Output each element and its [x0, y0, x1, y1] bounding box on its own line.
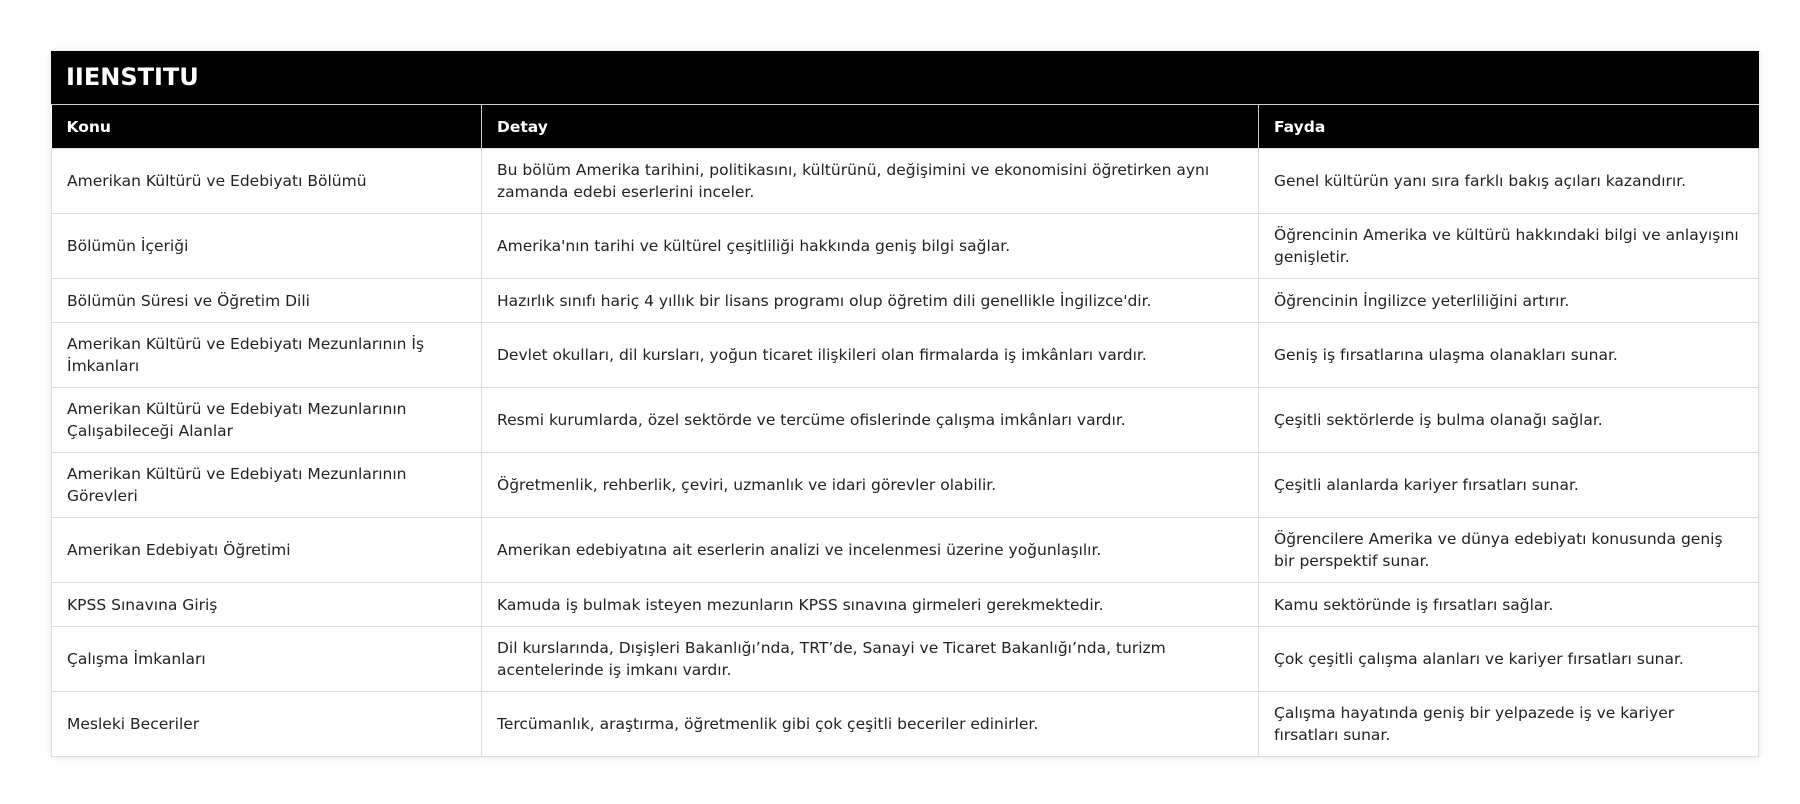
cell-konu: Bölümün İçeriği: [51, 213, 482, 279]
cell-detay: Hazırlık sınıfı hariç 4 yıllık bir lisan…: [481, 278, 1259, 323]
cell-detay: Kamuda iş bulmak isteyen mezunların KPSS…: [481, 582, 1259, 627]
cell-fayda: Çeşitli alanlarda kariyer fırsatları sun…: [1258, 452, 1759, 518]
column-header-konu: Konu: [51, 105, 482, 149]
cell-detay: Öğretmenlik, rehberlik, çeviri, uzmanlık…: [481, 452, 1259, 518]
table-row: Amerikan Kültürü ve Edebiyatı Mezunların…: [51, 452, 1759, 518]
table-row: Amerikan Edebiyatı Öğretimi Amerikan edeb…: [51, 517, 1759, 583]
cell-konu: KPSS Sınavına Giriş: [51, 582, 482, 627]
info-table-container: IIENSTITU Konu Detay Fayda Amerikan Kült…: [51, 51, 1759, 757]
cell-konu: Amerikan Kültürü ve Edebiyatı Mezunların…: [51, 322, 482, 388]
cell-konu: Amerikan Edebiyatı Öğretimi: [51, 517, 482, 583]
cell-konu: Amerikan Kültürü ve Edebiyatı Bölümü: [51, 148, 482, 214]
cell-fayda: Çeşitli sektörlerde iş bulma olanağı sağ…: [1258, 387, 1759, 453]
cell-detay: Dil kurslarında, Dışişleri Bakanlığı’nda…: [481, 626, 1259, 692]
info-table: Konu Detay Fayda Amerikan Kültürü ve Ede…: [51, 105, 1759, 757]
table-row: Bölümün İçeriği Amerika'nın tarihi ve kül…: [51, 213, 1759, 279]
cell-fayda: Öğrencinin İngilizce yeterliliğini artır…: [1258, 278, 1759, 323]
cell-fayda: Çalışma hayatında geniş bir yelpazede iş…: [1258, 691, 1759, 757]
cell-fayda: Öğrencinin Amerika ve kültürü hakkındaki…: [1258, 213, 1759, 279]
cell-detay: Devlet okulları, dil kursları, yoğun tic…: [481, 322, 1259, 388]
cell-fayda: Çok çeşitli çalışma alanları ve kariyer …: [1258, 626, 1759, 692]
cell-detay: Amerika'nın tarihi ve kültürel çeşitlili…: [481, 213, 1259, 279]
table-row: Amerikan Kültürü ve Edebiyatı Mezunların…: [51, 387, 1759, 453]
cell-konu: Amerikan Kültürü ve Edebiyatı Mezunların…: [51, 452, 482, 518]
cell-fayda: Geniş iş fırsatlarına ulaşma olanakları …: [1258, 322, 1759, 388]
table-row: Çalışma İmkanları Dil kurslarında, Dışişl…: [51, 626, 1759, 692]
cell-detay: Bu bölüm Amerika tarihini, politikasını,…: [481, 148, 1259, 214]
table-row: KPSS Sınavına Giriş Kamuda iş bulmak iste…: [51, 582, 1759, 627]
cell-konu: Bölümün Süresi ve Öğretim Dili: [51, 278, 482, 323]
cell-fayda: Öğrencilere Amerika ve dünya edebiyatı k…: [1258, 517, 1759, 583]
header-row: Konu Detay Fayda: [51, 105, 1759, 149]
table-row: Bölümün Süresi ve Öğretim Dili Hazırlık s…: [51, 278, 1759, 323]
table-row: Amerikan Kültürü ve Edebiyatı Bölümü Bu b…: [51, 148, 1759, 214]
column-header-fayda: Fayda: [1258, 105, 1759, 149]
cell-detay: Tercümanlık, araştırma, öğretmenlik gibi…: [481, 691, 1259, 757]
column-header-detay: Detay: [481, 105, 1259, 149]
cell-fayda: Kamu sektöründe iş fırsatları sağlar.: [1258, 582, 1759, 627]
table-title: IIENSTITU: [51, 51, 1759, 105]
cell-detay: Amerikan edebiyatına ait eserlerin anali…: [481, 517, 1259, 583]
cell-konu: Mesleki Beceriler: [51, 691, 482, 757]
table-row: Amerikan Kültürü ve Edebiyatı Mezunların…: [51, 322, 1759, 388]
cell-konu: Çalışma İmkanları: [51, 626, 482, 692]
table-row: Mesleki Beceriler Tercümanlık, araştırma,…: [51, 691, 1759, 757]
cell-konu: Amerikan Kültürü ve Edebiyatı Mezunların…: [51, 387, 482, 453]
cell-detay: Resmi kurumlarda, özel sektörde ve tercü…: [481, 387, 1259, 453]
cell-fayda: Genel kültürün yanı sıra farklı bakış aç…: [1258, 148, 1759, 214]
